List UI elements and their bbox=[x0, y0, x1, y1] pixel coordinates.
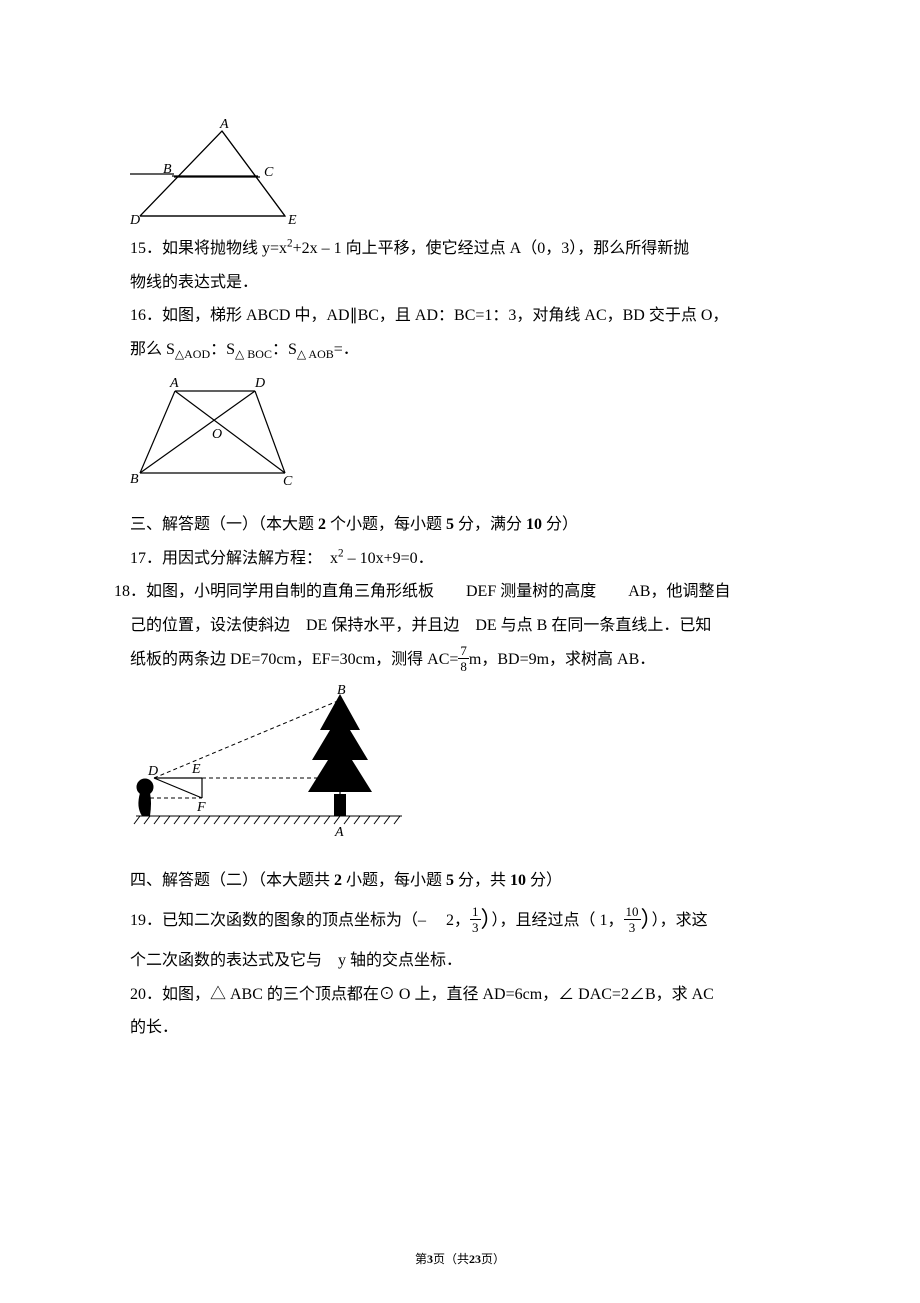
q18-frac-den: 8 bbox=[458, 659, 469, 673]
figure-q14: A B C D E bbox=[130, 116, 790, 226]
q18-frac-num: 7 bbox=[458, 644, 469, 659]
content-area: A B C D E 15．如果将抛物线 y=x2+2x – 1 向上平移，使它经… bbox=[130, 116, 790, 1045]
section4-b1: 2 bbox=[334, 872, 342, 889]
label-A: A bbox=[219, 117, 229, 132]
page-root: A B C D E 15．如果将抛物线 y=x2+2x – 1 向上平移，使它经… bbox=[0, 0, 920, 1303]
q16-c: ：S bbox=[272, 341, 297, 358]
section4-heading: 四、解答题（二）（本大题共 2 小题，每小题 5 分，共 10 分） bbox=[130, 864, 790, 898]
tree-measure-figure: B D E F C A bbox=[130, 682, 410, 842]
section3-b3: 10 bbox=[526, 516, 542, 533]
label-D: D bbox=[254, 376, 265, 391]
section3-heading: 三、解答题（一）（本大题 2 个小题，每小题 5 分，满分 10 分） bbox=[130, 508, 790, 542]
q15-line1: 15．如果将抛物线 y=x2+2x – 1 向上平移，使它经过点 A（0，3），… bbox=[130, 232, 790, 266]
label-E: E bbox=[191, 762, 201, 777]
q16-sub3: △ AOB bbox=[297, 347, 334, 361]
q19-f2-num: 10 bbox=[624, 905, 641, 920]
section4-a: 四、解答题（二）（本大题共 bbox=[130, 872, 334, 889]
section3-a: 三、解答题（一）（本大题 bbox=[130, 516, 318, 533]
q18-frac: 78 bbox=[458, 644, 469, 673]
footer-prefix: 第 bbox=[415, 1252, 427, 1266]
q17: 17．用因式分解法解方程： x2 – 10x+9=0． bbox=[130, 542, 790, 576]
q19-f2-den: 3 bbox=[624, 920, 641, 934]
rparen2-icon: ） bbox=[641, 907, 652, 932]
q17-b: – 10x+9=0． bbox=[344, 550, 434, 567]
q18-line3: 纸板的两条边 DE=70cm，EF=30cm，测得 AC=78m，BD=9m，求… bbox=[130, 643, 790, 677]
label-E: E bbox=[287, 213, 297, 226]
triangle-figure: A B C D E bbox=[130, 116, 300, 226]
q15-line2: 物线的表达式是． bbox=[130, 266, 790, 300]
q19-line2: 个二次函数的表达式及它与 y 轴的交点坐标． bbox=[130, 944, 790, 978]
figure-q18: B D E F C A bbox=[130, 682, 790, 842]
section3-b2: 5 bbox=[446, 516, 454, 533]
label-A: A bbox=[169, 376, 179, 391]
q19-line1: 19．已知二次函数的图象的顶点坐标为（– 2，13）），且经过点（ 1，103）… bbox=[130, 898, 790, 944]
q19-a: 19．已知二次函数的图象的顶点坐标为（– 2， bbox=[130, 911, 470, 928]
section3-b1: 2 bbox=[318, 516, 326, 533]
q20-line2: 的长． bbox=[130, 1011, 790, 1045]
footer-mid: 页（共 bbox=[433, 1252, 469, 1266]
trapezoid-figure: A D B C O bbox=[130, 373, 300, 488]
section3-b: 个小题，每小题 bbox=[326, 516, 446, 533]
q16-sub1: △AOD bbox=[175, 347, 210, 361]
page-footer: 第3页（共23页） bbox=[0, 1250, 920, 1267]
label-D: D bbox=[130, 213, 140, 226]
q15-prefix: 15．如果将抛物线 y=x bbox=[130, 240, 287, 257]
q15-mid: +2x – 1 向上平移，使它经过点 A（0，3），那么所得新抛 bbox=[293, 240, 690, 257]
q18-line1: 18．如图，小明同学用自制的直角三角形纸板 DEF 测量树的高度 AB，他调整自 bbox=[114, 575, 790, 609]
q16-line1: 16．如图，梯形 ABCD 中，AD∥BC，且 AD：BC=1：3，对角线 AC… bbox=[130, 299, 790, 333]
label-C: C bbox=[345, 779, 355, 794]
q19-f1-den: 3 bbox=[470, 920, 481, 934]
footer-suffix: 页） bbox=[481, 1252, 505, 1266]
q16-line2: 那么 S△AOD：S△ BOC：S△ AOB=． bbox=[130, 333, 790, 367]
section4-b: 小题，每小题 bbox=[342, 872, 446, 889]
q16-b: ：S bbox=[210, 341, 235, 358]
label-A: A bbox=[334, 825, 344, 840]
q16-a: 那么 S bbox=[130, 341, 175, 358]
q16-d: =． bbox=[334, 341, 359, 358]
section4-b2: 5 bbox=[446, 872, 454, 889]
label-B: B bbox=[163, 162, 172, 177]
q19-frac2: 103 bbox=[624, 905, 641, 934]
label-B: B bbox=[130, 472, 139, 487]
section3-d: 分） bbox=[542, 516, 578, 533]
footer-total: 23 bbox=[469, 1252, 481, 1266]
label-O: O bbox=[212, 427, 222, 442]
section4-b3: 10 bbox=[510, 872, 526, 889]
label-B: B bbox=[337, 683, 346, 698]
label-C: C bbox=[264, 165, 274, 180]
figure-q16: A D B C O bbox=[130, 373, 790, 488]
rparen-icon: ） bbox=[481, 907, 492, 932]
q19-b: ），且经过点（ 1， bbox=[492, 911, 624, 928]
q19-frac1: 13 bbox=[470, 905, 481, 934]
q19-f1-num: 1 bbox=[470, 905, 481, 920]
q17-a: 17．用因式分解法解方程： x bbox=[130, 550, 338, 567]
q16-sub2: △ BOC bbox=[235, 347, 272, 361]
q18-3a: 纸板的两条边 DE=70cm，EF=30cm，测得 AC= bbox=[130, 651, 458, 668]
section3-c: 分，满分 bbox=[454, 516, 526, 533]
q20-line1: 20．如图，△ ABC 的三个顶点都在⊙ O 上，直径 AD=6cm，∠ DAC… bbox=[130, 978, 790, 1012]
q18-3b: m，BD=9m，求树高 AB． bbox=[469, 651, 655, 668]
section4-c: 分，共 bbox=[454, 872, 510, 889]
label-F: F bbox=[196, 800, 206, 815]
q19-c: ），求这 bbox=[652, 911, 708, 928]
section4-d: 分） bbox=[526, 872, 562, 889]
q18-line2: 己的位置，设法使斜边 DE 保持水平，并且边 DE 与点 B 在同一条直线上．已… bbox=[130, 609, 790, 643]
label-C: C bbox=[283, 474, 293, 488]
label-D: D bbox=[147, 764, 158, 779]
